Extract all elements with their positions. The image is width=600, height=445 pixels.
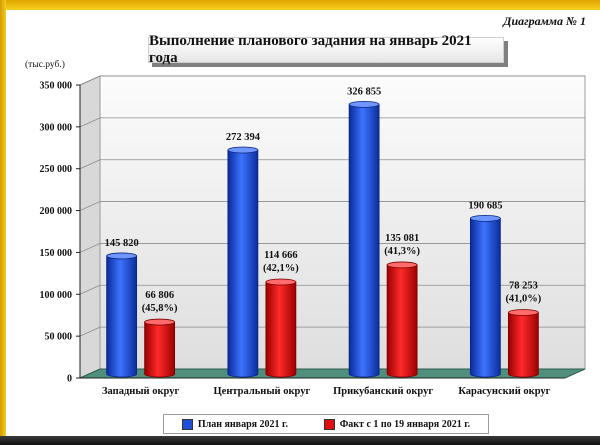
bar-plan xyxy=(348,103,380,378)
y-tick-label: 350 000 xyxy=(40,81,73,92)
x-tick-label: Западный округ xyxy=(102,386,179,397)
data-label-plan: 272 394 xyxy=(226,132,261,143)
bar-fact xyxy=(144,321,176,378)
y-tick-label: 0 xyxy=(67,374,72,385)
bar-fact-top xyxy=(507,309,539,316)
gridline xyxy=(79,117,585,128)
data-label-fact: 66 806 xyxy=(145,290,174,301)
data-label-plan: 145 820 xyxy=(105,238,139,249)
bar-plan xyxy=(469,217,501,378)
data-label-fact-percent: (42,1%) xyxy=(263,263,299,274)
data-label-fact: 135 081 xyxy=(385,233,419,244)
y-tick-label: 100 000 xyxy=(40,290,73,301)
bar-plan xyxy=(106,255,138,378)
y-tick-label: 200 000 xyxy=(40,206,73,217)
legend-item-plan: План января 2021 г. xyxy=(181,418,288,430)
legend-label-fact: Факт с 1 по 19 января 2021 г. xyxy=(339,418,471,430)
unit-label: (тыс.руб.) xyxy=(25,60,65,70)
gridline xyxy=(79,326,585,337)
gridline xyxy=(79,284,585,295)
bar-plan-top xyxy=(106,252,138,260)
chart-title: Выполнение планового задания на январь 2… xyxy=(149,33,472,66)
gridline xyxy=(79,75,585,86)
bar-fact-top xyxy=(144,318,176,326)
top-frame-stripe xyxy=(0,0,600,10)
data-label-fact-percent: (41,0%) xyxy=(505,293,541,304)
x-tick-label: Центральный округ xyxy=(214,386,311,397)
bar-fact xyxy=(386,264,418,378)
bar-fact-top xyxy=(386,261,418,269)
bar-fact-top xyxy=(265,278,297,286)
bar-plan-top xyxy=(227,146,259,154)
bar-plan xyxy=(227,149,259,378)
legend-label-plan: План января 2021 г. xyxy=(197,418,288,430)
diagram-number: Диаграмма № 1 xyxy=(503,14,586,28)
bar-fact xyxy=(507,312,539,378)
y-tick-label: 50 000 xyxy=(45,332,73,343)
y-tick-label: 150 000 xyxy=(40,248,73,259)
x-tick-label: Прикубанский округ xyxy=(333,386,433,397)
data-label-fact-percent: (41,3%) xyxy=(384,246,420,257)
gridline xyxy=(79,243,585,253)
y-tick-label: 300 000 xyxy=(40,122,73,133)
gridline xyxy=(79,159,585,170)
chart-title-box: Выполнение планового задания на январь 2… xyxy=(148,33,504,66)
data-label-fact: 78 253 xyxy=(509,280,538,291)
legend-swatch-plan xyxy=(181,418,193,430)
chart-legend: План января 2021 г. Факт с 1 по 19 январ… xyxy=(163,414,489,434)
chart-side-wall xyxy=(79,75,101,379)
y-tick-label: 250 000 xyxy=(40,164,73,175)
data-label-plan: 326 855 xyxy=(347,86,381,97)
legend-swatch-fact xyxy=(323,418,335,430)
gridline xyxy=(79,201,585,211)
bottom-frame-stripe xyxy=(0,436,600,445)
legend-item-fact: Факт с 1 по 19 января 2021 г. xyxy=(323,418,471,430)
data-label-fact: 114 666 xyxy=(264,250,298,261)
left-frame-stripe xyxy=(0,0,6,445)
bar-fact xyxy=(265,281,297,378)
data-label-fact-percent: (45,8%) xyxy=(142,303,178,314)
data-label-plan: 190 685 xyxy=(468,200,502,211)
bar-plan-top xyxy=(348,100,380,108)
bar-plan-top xyxy=(469,214,501,222)
x-tick-label: Карасунский округ xyxy=(458,386,550,397)
